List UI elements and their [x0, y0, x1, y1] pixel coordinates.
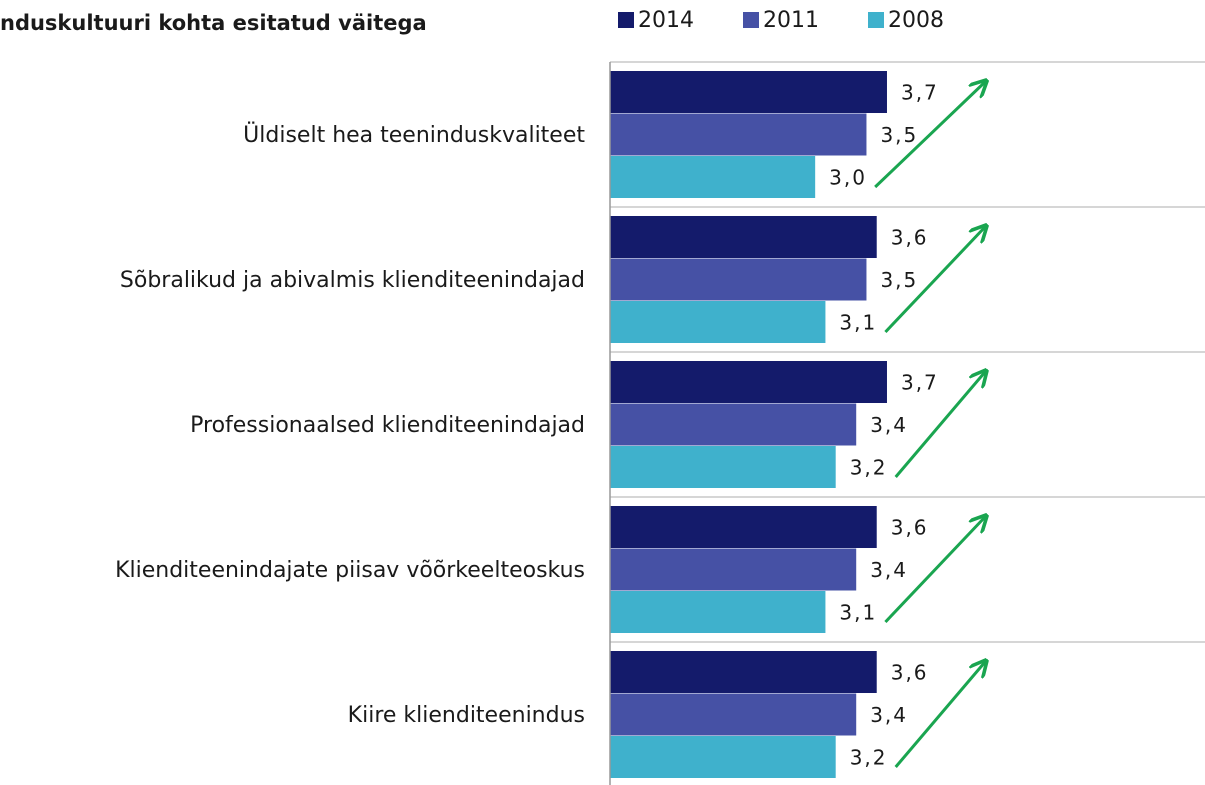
- bar: [610, 446, 836, 488]
- value-label: 3,6: [891, 661, 929, 685]
- bar: [610, 258, 867, 301]
- value-label: 3,1: [839, 311, 877, 335]
- bar: [610, 736, 836, 778]
- value-label: 3,4: [870, 703, 908, 727]
- value-label: 3,7: [901, 81, 939, 105]
- bar: [610, 361, 887, 403]
- value-label: 3,4: [870, 558, 908, 582]
- trend-arrow: [884, 517, 985, 624]
- legend-label: 2011: [763, 8, 819, 33]
- bar: [610, 71, 887, 113]
- bar: [610, 591, 826, 633]
- bar: [610, 651, 877, 693]
- category-label: Üldiselt hea teeninduskvaliteet: [243, 122, 585, 148]
- bar: [610, 301, 826, 343]
- legend-swatch: [868, 12, 884, 28]
- value-label: 3,7: [901, 371, 939, 395]
- value-label: 3,2: [850, 746, 888, 770]
- value-label: 3,5: [880, 268, 918, 292]
- category-label: Klienditeenindajate piisav võõrkeelteosk…: [115, 558, 585, 583]
- bar: [610, 693, 857, 736]
- trend-arrow: [884, 227, 985, 334]
- category-label: Sõbralikud ja abivalmis klienditeenindaj…: [120, 268, 585, 293]
- value-label: 3,5: [880, 123, 918, 147]
- bar: [610, 548, 857, 591]
- value-label: 3,6: [891, 226, 929, 250]
- value-label: 3,2: [850, 456, 888, 480]
- legend-swatch: [618, 12, 634, 28]
- bar: [610, 506, 877, 548]
- legend-label: 2008: [888, 8, 944, 33]
- bar: [610, 403, 857, 446]
- category-label: Professionaalsed klienditeenindajad: [190, 413, 585, 438]
- trend-arrow: [894, 372, 985, 478]
- legend-swatch: [743, 12, 759, 28]
- category-label: Kiire klienditeenindus: [348, 703, 585, 728]
- value-label: 3,6: [891, 516, 929, 540]
- bar: [610, 113, 867, 156]
- bar: [610, 216, 877, 258]
- trend-arrow: [894, 662, 985, 768]
- value-label: 3,1: [839, 601, 877, 625]
- value-label: 3,4: [870, 413, 908, 437]
- bar: [610, 156, 816, 198]
- legend-label: 2014: [638, 8, 694, 33]
- chart-title: nduskultuuri kohta esitatud väitega: [0, 11, 427, 35]
- value-label: 3,0: [829, 166, 867, 190]
- trend-arrow: [874, 82, 985, 189]
